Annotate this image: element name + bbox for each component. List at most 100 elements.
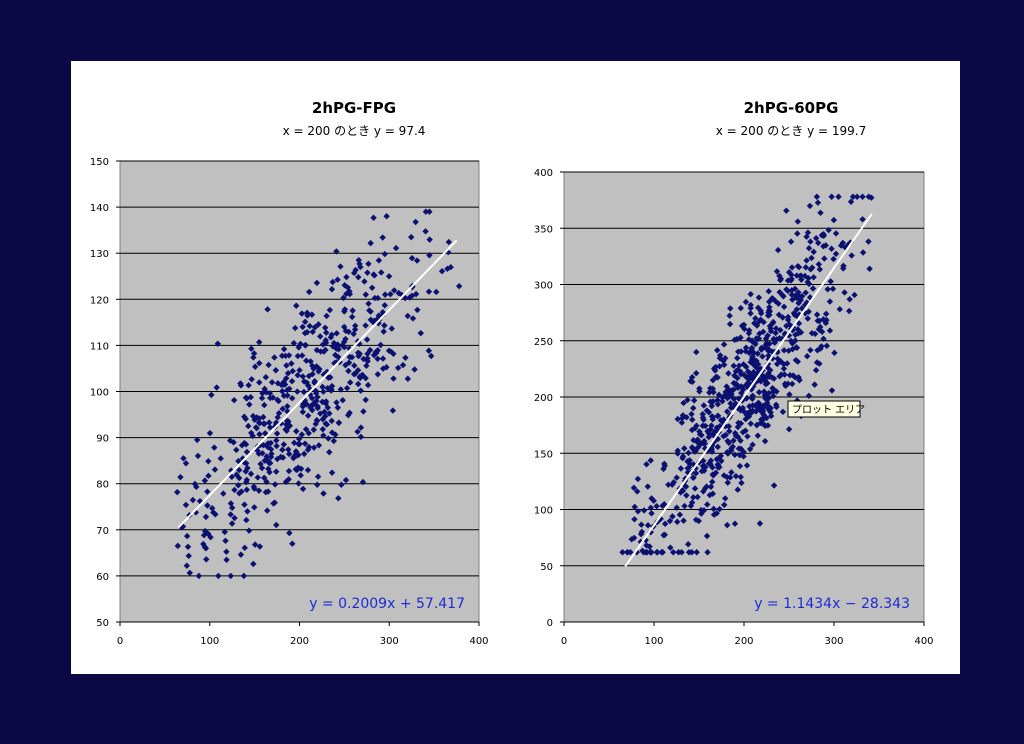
data-point bbox=[297, 340, 304, 348]
data-point bbox=[321, 413, 329, 420]
data-point bbox=[279, 446, 286, 454]
data-point bbox=[374, 371, 381, 378]
data-point bbox=[298, 431, 306, 438]
data-point bbox=[326, 448, 333, 456]
data-point bbox=[260, 413, 267, 421]
data-point bbox=[304, 328, 311, 336]
data-point bbox=[333, 330, 340, 337]
data-point bbox=[267, 394, 274, 402]
data-point bbox=[378, 269, 385, 276]
data-point bbox=[320, 490, 327, 497]
data-point bbox=[314, 481, 321, 488]
data-point bbox=[273, 442, 280, 450]
data-point bbox=[328, 386, 335, 393]
data-point bbox=[250, 354, 257, 361]
data-point bbox=[238, 488, 245, 495]
data-point bbox=[241, 544, 248, 552]
data-point bbox=[205, 472, 212, 480]
data-point bbox=[266, 459, 274, 467]
plot-area[interactable] bbox=[563, 171, 925, 623]
data-point bbox=[254, 474, 261, 481]
data-point bbox=[273, 521, 280, 529]
data-point bbox=[194, 452, 202, 460]
y-tick-label: 110 bbox=[90, 341, 109, 352]
data-point bbox=[426, 236, 433, 243]
data-point bbox=[261, 430, 269, 437]
data-point bbox=[263, 478, 270, 486]
data-point bbox=[254, 447, 261, 454]
data-point bbox=[387, 291, 394, 298]
data-point bbox=[359, 478, 367, 486]
data-point bbox=[402, 354, 409, 361]
data-point bbox=[253, 425, 260, 432]
data-point bbox=[363, 362, 370, 369]
data-point bbox=[284, 392, 291, 399]
data-point bbox=[311, 324, 319, 331]
data-point bbox=[256, 339, 263, 346]
data-point bbox=[383, 213, 390, 220]
data-point bbox=[211, 466, 219, 473]
data-point bbox=[241, 501, 248, 508]
data-point bbox=[426, 252, 433, 259]
data-point bbox=[315, 368, 322, 375]
data-point bbox=[248, 429, 255, 437]
data-point bbox=[371, 294, 379, 302]
data-point bbox=[365, 300, 372, 307]
data-point bbox=[352, 322, 359, 329]
data-point bbox=[191, 480, 199, 488]
data-point bbox=[279, 405, 286, 413]
data-point bbox=[444, 265, 451, 273]
data-point bbox=[381, 302, 388, 309]
data-point bbox=[271, 481, 279, 488]
data-point bbox=[392, 244, 400, 252]
data-point bbox=[205, 457, 212, 465]
data-point bbox=[301, 342, 309, 349]
y-tick-label: 100 bbox=[90, 388, 109, 399]
data-point bbox=[351, 362, 358, 369]
data-point bbox=[362, 291, 369, 298]
data-point bbox=[301, 450, 308, 458]
data-point bbox=[265, 361, 272, 369]
data-point bbox=[370, 214, 377, 222]
data-point bbox=[304, 466, 312, 474]
data-point bbox=[261, 401, 268, 409]
data-point bbox=[256, 431, 263, 438]
data-point bbox=[269, 394, 277, 401]
data-point bbox=[307, 358, 314, 365]
data-point bbox=[203, 556, 210, 563]
data-point bbox=[258, 464, 266, 472]
data-point bbox=[182, 460, 190, 467]
data-point bbox=[246, 401, 253, 408]
data-point bbox=[298, 310, 306, 317]
data-point bbox=[277, 420, 285, 427]
data-point bbox=[301, 440, 309, 447]
data-point bbox=[341, 323, 348, 331]
scatter-chart-2hpg-fpg[interactable]: 50 60 70 80 90 100 110 120 130 140 150 0 100 200 300 40… bbox=[71, 61, 960, 674]
data-point bbox=[290, 339, 298, 347]
data-point bbox=[266, 469, 273, 476]
data-point bbox=[299, 408, 307, 416]
data-point bbox=[408, 254, 416, 262]
data-point bbox=[348, 313, 356, 321]
data-point bbox=[220, 490, 227, 497]
data-point bbox=[364, 381, 372, 389]
data-point bbox=[299, 485, 307, 493]
data-point bbox=[272, 367, 280, 374]
y-tick-label: 120 bbox=[90, 295, 109, 306]
data-point bbox=[319, 383, 326, 391]
data-point bbox=[251, 363, 259, 370]
data-point bbox=[389, 407, 397, 414]
data-point bbox=[291, 439, 298, 447]
data-point bbox=[275, 397, 282, 405]
y-tick-label: 130 bbox=[90, 249, 109, 260]
data-point bbox=[380, 328, 387, 335]
data-point bbox=[192, 509, 200, 516]
data-point bbox=[189, 496, 197, 504]
data-point bbox=[215, 572, 222, 580]
data-point bbox=[285, 418, 292, 425]
data-point bbox=[267, 439, 274, 447]
data-point bbox=[260, 420, 267, 427]
data-point bbox=[335, 495, 342, 502]
data-point bbox=[265, 419, 273, 426]
data-point bbox=[357, 263, 364, 271]
